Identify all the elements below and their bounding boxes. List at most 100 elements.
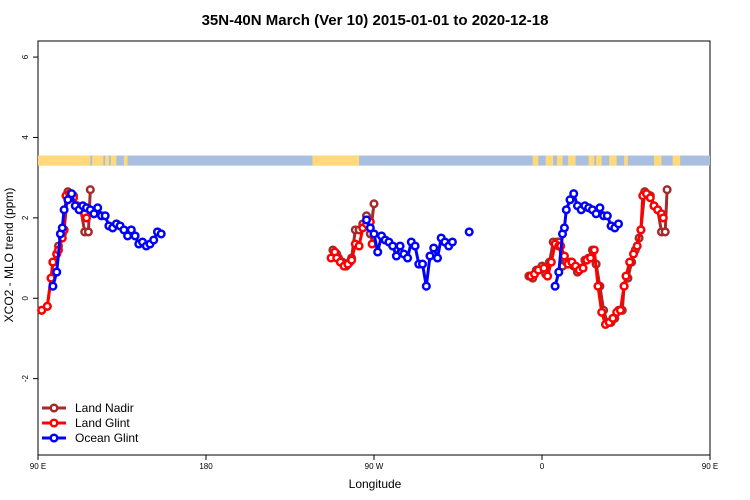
land-glint-point	[48, 257, 58, 267]
ocean-band	[38, 155, 710, 166]
land-glint-point	[37, 305, 47, 315]
x-tick-label: 90 E	[30, 462, 46, 471]
land-glint-point	[645, 193, 655, 203]
land-glint-point	[628, 249, 639, 259]
ocean-glint-point	[602, 211, 612, 221]
land-nadir-point	[83, 227, 93, 237]
land-span	[672, 155, 681, 166]
ocean-glint-point	[417, 259, 428, 269]
land-nadir-point	[85, 185, 95, 195]
series-land-glint	[37, 189, 668, 329]
y-tick-label: 2	[21, 215, 30, 220]
x-tick-label: 180	[199, 462, 213, 471]
land-glint-point	[625, 257, 635, 267]
land-span	[92, 155, 104, 166]
land-span	[556, 155, 563, 166]
x-axis-label: Longitude	[349, 477, 402, 491]
land-glint-point	[658, 213, 668, 223]
ocean-glint-point	[410, 241, 420, 251]
land-span	[609, 155, 617, 166]
land-span	[105, 155, 109, 166]
ocean-glint-point	[57, 223, 67, 233]
ocean-glint-point	[550, 281, 560, 291]
ocean-glint-point	[365, 223, 375, 233]
land-span	[38, 155, 91, 166]
y-tick-label: -2	[21, 375, 30, 383]
land-span	[110, 155, 117, 166]
ocean-glint-point	[569, 189, 579, 199]
land-span	[123, 155, 128, 166]
land-nadir-point	[369, 199, 379, 209]
ocean-glint-point	[67, 189, 77, 199]
legend-item-land-glint: Land Glint	[42, 416, 130, 430]
land-glint-point	[608, 313, 618, 323]
land-nadir-point	[662, 185, 672, 195]
ocean-glint-point	[63, 195, 73, 205]
ocean-glint-point	[595, 203, 605, 213]
land-span	[596, 155, 602, 166]
ocean-glint-point	[395, 241, 405, 251]
land-glint-point	[354, 241, 364, 251]
ocean-glint-point	[361, 215, 372, 225]
land-glint-point	[589, 245, 599, 255]
ocean-glint-point	[464, 227, 474, 237]
ocean-glint-point	[425, 251, 435, 261]
legend-swatch-point	[49, 418, 59, 428]
ocean-glint-point	[126, 225, 136, 235]
land-span	[545, 155, 554, 166]
ocean-glint-point	[421, 281, 431, 291]
land-sea-strip	[38, 155, 710, 166]
ocean-glint-point	[48, 281, 58, 291]
land-span	[654, 155, 662, 166]
ocean-glint-point	[373, 247, 383, 257]
legend-label: Ocean Glint	[75, 431, 139, 445]
land-glint-point	[42, 301, 52, 311]
ocean-glint-point	[59, 205, 69, 215]
ocean-glint-point	[447, 237, 457, 247]
x-tick-label: 0	[540, 462, 545, 471]
legend-label: Land Nadir	[75, 401, 134, 415]
ocean-glint-point	[565, 195, 575, 205]
ocean-glint-point	[130, 231, 140, 241]
land-glint-point	[539, 263, 549, 273]
land-glint-point	[543, 271, 553, 281]
chart-title: 35N-40N March (Ver 10) 2015-01-01 to 202…	[202, 12, 549, 29]
land-span	[568, 155, 576, 166]
ocean-glint-point	[369, 229, 379, 239]
y-tick-label: 0	[21, 295, 30, 300]
land-glint-point	[597, 307, 607, 317]
series-layer	[37, 185, 672, 329]
ocean-glint-point	[561, 205, 571, 215]
land-glint-point	[347, 255, 357, 265]
land-span	[312, 155, 360, 166]
x-axis: 90 E 180 90 W 0 90 E	[30, 455, 718, 471]
land-glint-point	[615, 305, 625, 315]
y-axis: -2 0 2 4 6	[21, 54, 38, 382]
land-span	[588, 155, 595, 166]
ocean-glint-point	[388, 241, 398, 251]
legend-swatch-point	[49, 403, 59, 413]
y-axis-label: XCO2 - MLO trend (ppm)	[2, 188, 16, 323]
ocean-glint-point	[559, 223, 569, 233]
legend-swatch-point	[49, 433, 59, 443]
ocean-glint-point	[156, 229, 166, 239]
legend-item-ocean-glint: Ocean Glint	[42, 431, 139, 445]
land-glint-point	[578, 263, 588, 273]
ocean-glint-point	[391, 251, 401, 261]
ocean-glint-point	[432, 253, 443, 263]
ocean-glint-point	[613, 219, 624, 229]
legend-label: Land Glint	[75, 416, 130, 430]
land-nadir-point	[660, 227, 670, 237]
y-tick-label: 6	[21, 54, 30, 59]
ocean-glint-point	[93, 203, 103, 213]
land-glint-point	[619, 281, 629, 291]
ocean-glint-point	[429, 243, 439, 253]
land-glint-point	[636, 225, 646, 235]
ocean-glint-point	[591, 209, 601, 219]
ocean-glint-point	[403, 253, 413, 263]
land-glint-point	[546, 257, 556, 267]
land-glint-point	[593, 281, 603, 291]
x-tick-label: 90 W	[365, 462, 384, 471]
ocean-glint-point	[89, 209, 99, 219]
